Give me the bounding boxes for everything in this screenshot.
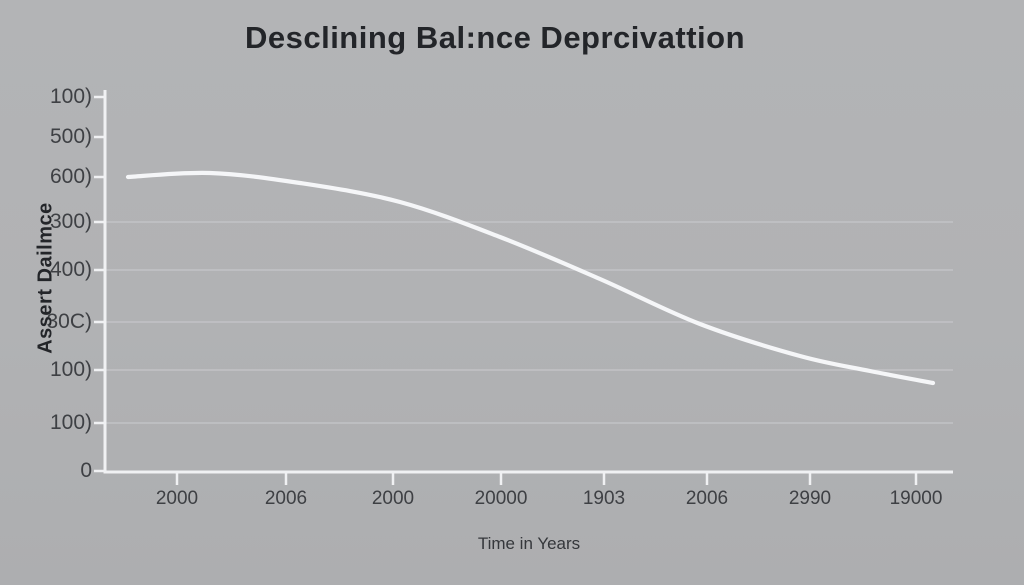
y-tick-label: 400) (49, 258, 92, 281)
x-tick-label: 2006 (685, 488, 729, 509)
y-tick-label: 300) (49, 210, 92, 233)
x-tick-label: 20000 (474, 488, 528, 509)
x-tick-label: 2000 (155, 488, 199, 509)
y-tick-label: 100) (49, 358, 92, 381)
chart-title: Desclining Bal:nce Deprcivattion (244, 20, 746, 55)
x-tick-label: 2006 (264, 488, 308, 509)
y-tick-label: 0 (80, 459, 92, 482)
x-tick-label: 2990 (788, 488, 832, 509)
y-tick-label: 100) (49, 85, 92, 108)
y-tick-label: 600) (49, 165, 92, 188)
y-tick-label: 30C) (46, 310, 92, 333)
x-tick-label: 2000 (371, 488, 415, 509)
x-axis-title: Time in Years (477, 534, 581, 553)
series-declining-balance-curve (125, 170, 936, 386)
x-tick-label: 1903 (582, 488, 626, 509)
x-tick-label: 19000 (889, 488, 943, 509)
y-tick-label: 500) (49, 125, 92, 148)
y-tick-label: 100) (49, 411, 92, 434)
